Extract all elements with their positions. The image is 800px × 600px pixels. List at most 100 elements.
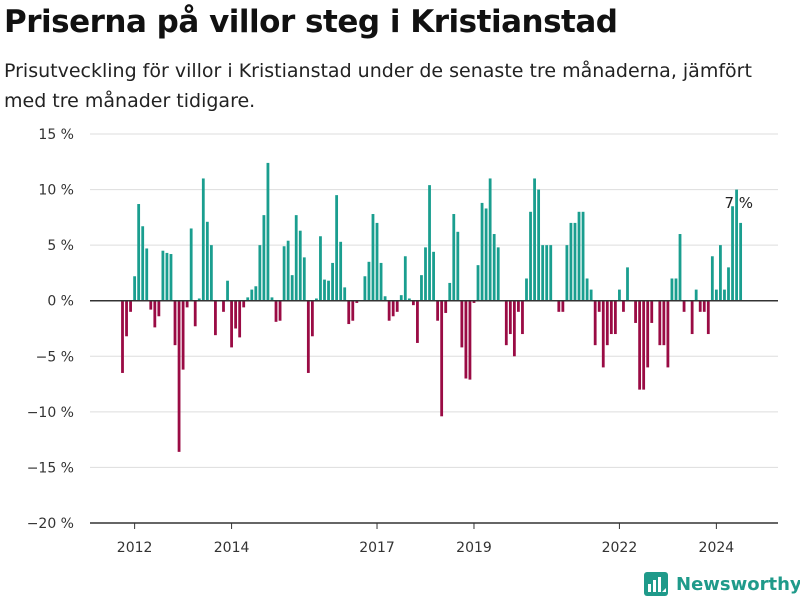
bar	[508, 300, 512, 335]
bar	[181, 300, 185, 370]
bar	[525, 278, 528, 301]
bar	[694, 289, 698, 301]
bar	[476, 265, 480, 301]
bar	[121, 300, 124, 373]
bar	[565, 245, 569, 301]
bar	[298, 230, 302, 301]
bar	[262, 215, 266, 301]
bar	[327, 280, 330, 301]
x-tick-label: 2022	[602, 540, 638, 556]
bar	[698, 300, 702, 312]
bar	[557, 300, 561, 312]
bar	[545, 245, 549, 301]
bar	[504, 300, 508, 346]
bar	[646, 300, 650, 368]
y-tick-label: −20 %	[27, 516, 74, 532]
bar	[702, 300, 706, 312]
bar	[141, 226, 145, 301]
bar	[177, 300, 181, 452]
bar	[351, 300, 355, 321]
y-axis-tick-labels: 15 % 10 % 5 % 0 % −5 % −10 % −15 % −20 %	[27, 127, 74, 532]
bar	[153, 300, 157, 328]
bar	[549, 245, 553, 301]
bar	[601, 300, 605, 368]
bar	[521, 300, 524, 335]
bar	[436, 300, 440, 321]
bar	[727, 267, 730, 301]
bar	[666, 300, 670, 368]
bar	[355, 300, 359, 303]
bar	[157, 300, 161, 317]
bar	[597, 300, 601, 312]
bar	[294, 215, 298, 301]
bar	[306, 300, 310, 373]
bar	[517, 300, 520, 312]
bar	[577, 211, 581, 301]
bar	[428, 185, 431, 301]
bar	[634, 300, 637, 323]
bar	[626, 267, 629, 301]
bar	[149, 300, 153, 310]
bar	[735, 189, 738, 301]
bar	[375, 222, 379, 301]
bar	[310, 300, 314, 337]
bar	[484, 208, 488, 301]
bar	[319, 236, 322, 301]
y-tick-label: −15 %	[27, 460, 74, 476]
bar	[492, 234, 496, 301]
chart-subtitle: Prisutveckling för villor i Kristianstad…	[4, 60, 752, 112]
bar	[420, 275, 423, 301]
x-tick-label: 2019	[456, 540, 492, 556]
bar	[367, 261, 371, 301]
bar	[448, 282, 452, 301]
bar	[315, 298, 318, 301]
bar	[593, 300, 597, 346]
bar	[205, 221, 209, 301]
bar	[133, 276, 137, 301]
bar	[323, 279, 326, 301]
bar	[585, 278, 589, 301]
bar	[411, 300, 415, 306]
latest-value-annotation: 7 %	[724, 194, 753, 212]
bar	[335, 195, 339, 301]
brand-name: Newsworthy	[676, 573, 800, 595]
x-axis-ticks: 2012 2014 2017 2019 2022 2024	[117, 523, 734, 556]
bar	[209, 245, 213, 301]
bar	[529, 211, 532, 301]
bar	[343, 287, 347, 301]
bar	[137, 204, 141, 301]
bar	[238, 300, 242, 338]
bars	[121, 162, 743, 452]
bar	[189, 228, 193, 301]
bar	[290, 275, 294, 301]
bar	[690, 300, 694, 335]
bar	[432, 251, 435, 301]
bar	[416, 300, 419, 343]
bar	[371, 214, 375, 301]
bar	[533, 178, 536, 301]
bar	[464, 300, 468, 379]
bar	[125, 300, 128, 337]
bar	[407, 298, 411, 301]
bar	[169, 254, 173, 301]
x-tick-label: 2012	[117, 540, 153, 556]
bar	[274, 300, 278, 322]
bar	[161, 250, 165, 301]
bar	[185, 300, 189, 308]
bar	[302, 257, 306, 301]
bar	[723, 289, 726, 301]
bar	[496, 247, 500, 301]
bar	[173, 300, 177, 346]
bar	[581, 211, 585, 301]
bar	[472, 300, 476, 303]
bar	[383, 296, 387, 301]
bar	[714, 289, 718, 301]
bar	[440, 300, 444, 417]
bar	[710, 256, 714, 301]
bar	[561, 300, 565, 312]
bar	[452, 214, 456, 301]
y-tick-label: −10 %	[27, 405, 74, 421]
bar	[266, 162, 270, 301]
bar	[642, 300, 646, 390]
